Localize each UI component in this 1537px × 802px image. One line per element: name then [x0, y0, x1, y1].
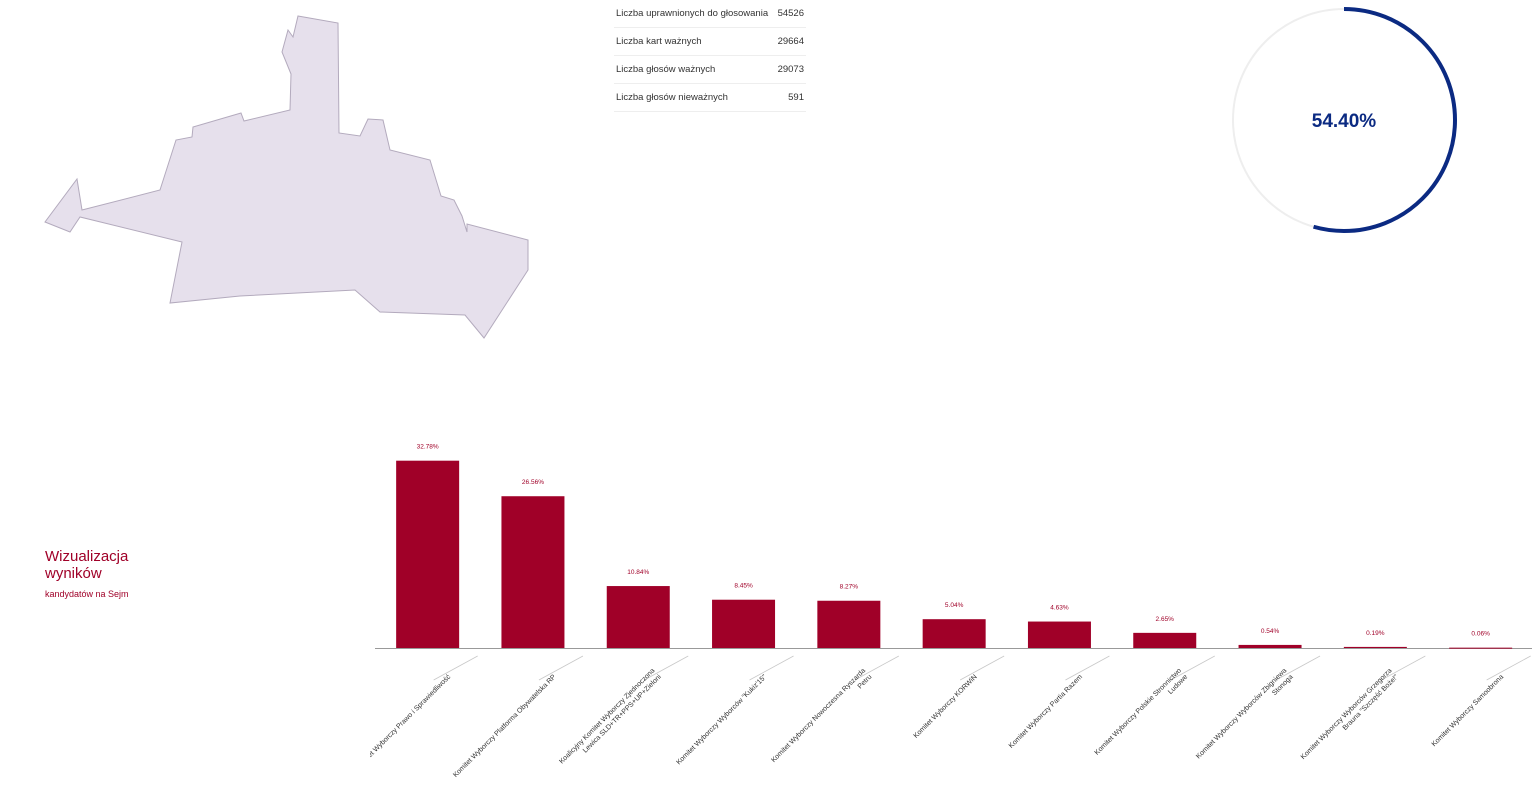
bar-value-label: 2.65% [1156, 616, 1175, 623]
x-tick-label-line: Komitet Wyborczy Platforma Obywatelska R… [452, 673, 558, 779]
caption-title-line1: Wizualizacja [45, 548, 129, 565]
x-tick-label-line: Komitet Wyborczy Samoobrona [1431, 674, 1506, 749]
caption-title-line2: wyników [45, 565, 102, 582]
tick-underline [1275, 655, 1321, 681]
bar [1343, 646, 1407, 648]
bar [501, 496, 565, 648]
bar-value-label: 8.27% [840, 584, 859, 591]
tick-underline [433, 655, 478, 681]
bar [1027, 621, 1091, 648]
district-map [44, 15, 529, 339]
x-tick-label: Komitet Wyborczy Nowoczesna RyszardaPetr… [770, 667, 873, 770]
x-tick-label-line: Komitet Wyborczy Wyborców Zbigniewa [1195, 667, 1288, 760]
bar [922, 619, 986, 648]
bar [1449, 647, 1513, 649]
x-tick-label: Komitet Wyborczy Partia Razem [1008, 674, 1084, 750]
x-tick-label-line: Lewica SLD+TR+PPS+UP+Zieloni [582, 673, 663, 754]
bar-value-label: 26.56% [522, 479, 544, 486]
x-tick-label-line: Komitet Wyborczy Wyborców Grzegorza [1300, 667, 1394, 761]
bar-value-label: 10.84% [627, 569, 649, 576]
stats-row: Liczba kart ważnych 29664 [614, 27, 806, 56]
bar [712, 599, 776, 648]
bar-value-label: 0.54% [1261, 628, 1280, 635]
bar [1238, 644, 1302, 648]
x-tick-label: Komitet Wyborczy Platforma Obywatelska R… [452, 673, 558, 779]
stats-row: Liczba głosów nieważnych 591 [614, 83, 806, 112]
bar-value-label: 32.78% [417, 444, 439, 451]
stats-value: 591 [774, 83, 806, 112]
x-tick-label: Komitet Wyborczy Wyborców "Kukiz'15" [675, 673, 768, 766]
bar [1133, 632, 1197, 648]
bar-value-label: 8.45% [734, 583, 753, 590]
stats-label: Liczba uprawnionych do głosowania [614, 0, 775, 28]
x-tick-label: Komitet Wyborczy Wyborców GrzegorzaBraun… [1300, 667, 1400, 767]
tick-underline [538, 655, 584, 681]
bar [396, 460, 460, 648]
stats-table: Liczba uprawnionych do głosowania 54526 Li… [614, 0, 806, 112]
turnout-ring: 54.40% [1231, 7, 1457, 233]
x-tick-label-line: Komitet Wyborczy KORWiN [913, 674, 979, 740]
bar [606, 586, 670, 648]
bar-value-label: 0.19% [1366, 630, 1385, 637]
stats-label: Liczba głosów nieważnych [614, 83, 775, 112]
chart-caption: Wizualizacja wyników kandydatów na Sejm [45, 548, 129, 599]
turnout-ring-arc [1231, 7, 1457, 233]
stats-value: 54526 [774, 0, 806, 28]
stats-label: Liczba kart ważnych [614, 27, 775, 56]
tick-underline [749, 655, 794, 681]
bar-value-label: 4.63% [1050, 605, 1069, 612]
stats-row: Liczba uprawnionych do głosowania 54526 [614, 0, 806, 28]
tick-underline [1170, 655, 1215, 681]
tick-underline [854, 655, 900, 681]
x-tick-label: Komitet Wyborczy Wyborców ZbigniewaStono… [1195, 667, 1295, 767]
bar-value-label: 5.04% [945, 602, 964, 609]
tick-underline [959, 655, 1005, 681]
bar-value-label: 0.06% [1471, 631, 1490, 638]
bar [817, 600, 881, 648]
x-tick-label: Komitet Wyborczy Prawo i Sprawiedliwość [370, 673, 453, 772]
x-tick-label: Komitet Wyborczy Polskie StronnictwoLudo… [1094, 667, 1190, 763]
stats-label: Liczba głosów ważnych [614, 55, 775, 84]
results-bar-chart: 32.78% Komitet Wyborczy Prawo i Sprawiedl… [370, 444, 1532, 779]
x-tick-label-line: Brauna "Szczęść Boże!" [1342, 673, 1401, 732]
caption-subtitle: kandydatów na Sejm [45, 589, 129, 599]
x-tick-label-line: Komitet Wyborczy Partia Razem [1008, 674, 1084, 750]
x-tick-label: Koalicyjny Komitet Wyborczy ZjednoczonaL… [558, 667, 663, 772]
district-map-shape [44, 15, 529, 339]
x-tick-label: Komitet Wyborczy Samoobrona [1431, 674, 1506, 749]
stats-value: 29073 [774, 55, 806, 84]
tick-underline [1486, 655, 1531, 681]
x-tick-label-line: Koalicyjny Komitet Wyborczy Zjednoczona [558, 667, 656, 765]
tick-underline [1065, 655, 1110, 681]
turnout-percentage: 54.40% [1312, 111, 1377, 132]
tick-underline [1381, 655, 1426, 681]
x-tick-label-line: Komitet Wyborczy Wyborców "Kukiz'15" [675, 673, 768, 766]
x-tick-label-line: Komitet Wyborczy Polskie Stronnictwo [1094, 667, 1183, 756]
x-tick-label-line: Komitet Wyborczy Nowoczesna Ryszarda [770, 667, 867, 764]
x-tick-label-line: Komitet Wyborczy Prawo i Sprawiedliwość [370, 673, 453, 772]
stats-value: 29664 [774, 27, 806, 56]
tick-underline [644, 655, 689, 681]
x-tick-label: Komitet Wyborczy KORWiN [913, 674, 979, 740]
stats-row: Liczba głosów ważnych 29073 [614, 55, 806, 84]
